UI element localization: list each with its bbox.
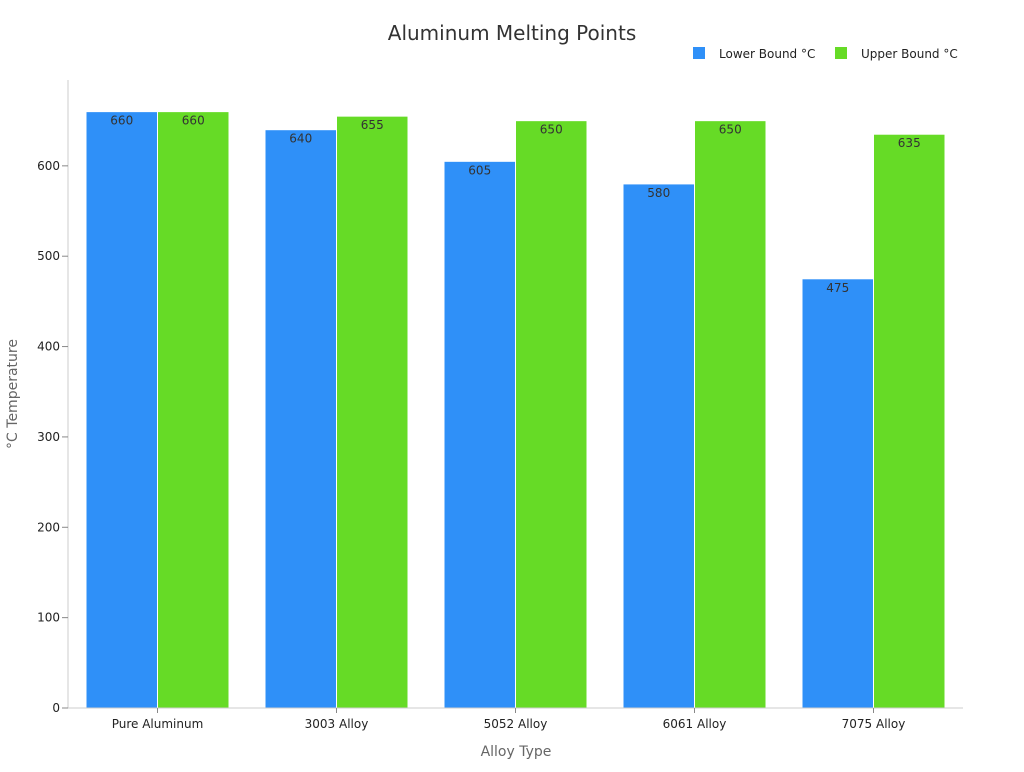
y-tick-label: 600 bbox=[37, 159, 60, 173]
bar-value-label: 655 bbox=[361, 118, 384, 132]
chart-title: Aluminum Melting Points bbox=[388, 21, 636, 45]
bar-series-1-2 bbox=[264, 129, 337, 709]
y-tick-label: 100 bbox=[37, 611, 60, 625]
bar-series-2-2 bbox=[336, 115, 409, 709]
legend-label: Lower Bound °C bbox=[719, 47, 815, 61]
bar-series-1-3 bbox=[443, 160, 516, 709]
bar-value-label: 635 bbox=[898, 136, 921, 150]
bar-value-label: 650 bbox=[540, 123, 563, 137]
bar-series-2-1 bbox=[157, 111, 230, 709]
x-axis: Pure Aluminum 3003 Alloy 5052 Alloy 6061 Al… bbox=[68, 707, 963, 731]
bar-value-label: 660 bbox=[110, 114, 133, 128]
y-tick-label: 400 bbox=[37, 340, 60, 354]
x-axis-title: Alloy Type bbox=[481, 744, 552, 760]
bar-series-2-5 bbox=[873, 133, 946, 709]
bar-series-1-4 bbox=[622, 183, 695, 709]
legend: Lower Bound °C Upper Bound °C bbox=[693, 47, 958, 61]
bar-value-label: 605 bbox=[468, 163, 491, 177]
bars-group: 660 660 640 655 605 650 580 650 475 635 bbox=[85, 111, 946, 709]
bar-series-2-4 bbox=[694, 120, 767, 709]
x-tick-label: 5052 Alloy bbox=[484, 717, 548, 731]
y-axis-title: °C Temperature bbox=[5, 339, 21, 449]
x-tick-label: 3003 Alloy bbox=[305, 717, 369, 731]
y-axis: 0 100 200 300 400 500 600 bbox=[37, 80, 69, 715]
x-tick-label: Pure Aluminum bbox=[112, 717, 204, 731]
legend-swatch bbox=[693, 47, 705, 59]
y-tick-label: 0 bbox=[52, 701, 60, 715]
bar-series-1-1 bbox=[85, 111, 158, 709]
bar-value-label: 475 bbox=[826, 281, 849, 295]
y-tick-label: 500 bbox=[37, 249, 60, 263]
x-tick-label: 6061 Alloy bbox=[663, 717, 727, 731]
bar-value-label: 650 bbox=[719, 123, 742, 137]
y-tick-label: 200 bbox=[37, 520, 60, 534]
legend-label: Upper Bound °C bbox=[861, 47, 958, 61]
bar-value-label: 660 bbox=[182, 114, 205, 128]
bar-value-label: 580 bbox=[647, 186, 670, 200]
bar-series-2-3 bbox=[515, 120, 588, 709]
bar-series-1-5 bbox=[801, 278, 874, 709]
bar-value-label: 640 bbox=[289, 132, 312, 146]
y-tick-label: 300 bbox=[37, 430, 60, 444]
legend-swatch bbox=[835, 47, 847, 59]
x-tick-label: 7075 Alloy bbox=[842, 717, 906, 731]
